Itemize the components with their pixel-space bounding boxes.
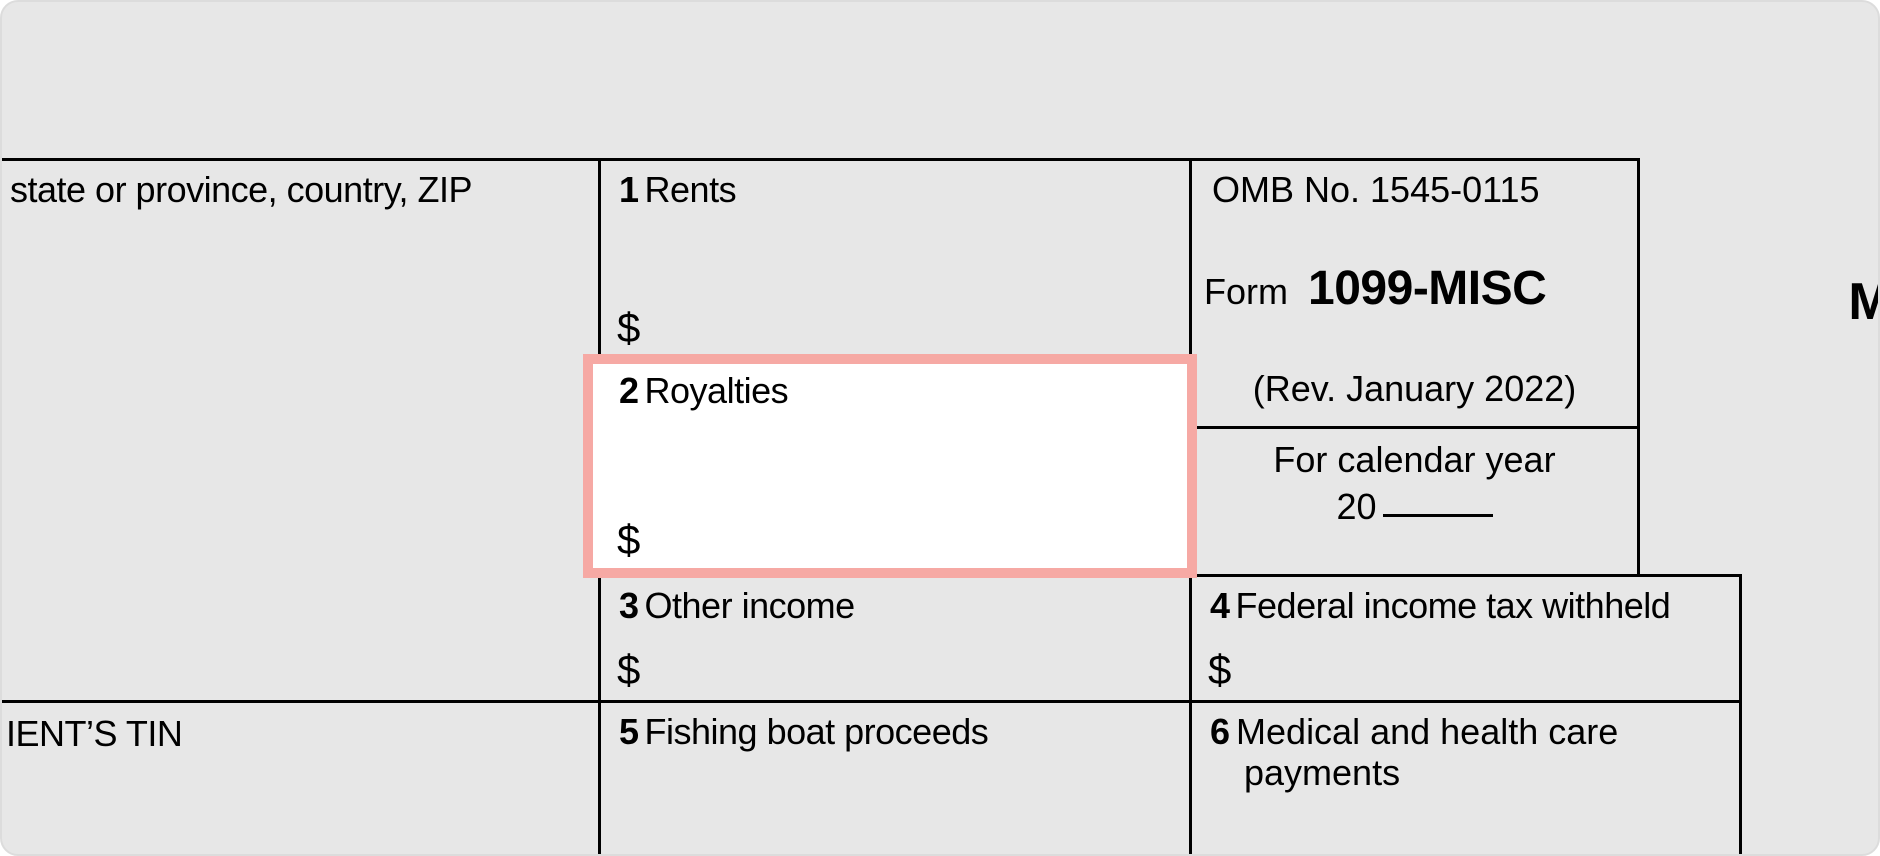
box-1-number: 1: [619, 169, 639, 210]
calendar-year-label: For calendar year: [1273, 439, 1555, 480]
revision-text: (Rev. January 2022): [1192, 368, 1637, 410]
box-4-dollar: $: [1208, 646, 1231, 694]
box-6-label: 6Medical and health care payments: [1210, 711, 1618, 794]
revision-cell: (Rev. January 2022): [1189, 358, 1640, 426]
box-1-rents: 1Rents $: [598, 158, 1189, 358]
box-3-dollar: $: [617, 646, 640, 694]
box-2-dollar: $: [617, 516, 640, 564]
box-5-text: Fishing boat proceeds: [645, 711, 989, 752]
calendar-year-cell: For calendar year 20: [1189, 426, 1640, 574]
box-4-text: Federal income tax withheld: [1236, 585, 1671, 626]
title-fragment-line2: I: [1772, 333, 1880, 393]
box-2-number: 2: [619, 370, 639, 411]
omb-number: OMB No. 1545-0115: [1212, 169, 1540, 211]
box-2-royalties-highlight: 2Royalties $: [583, 354, 1197, 578]
box-6-text-line1: Medical and health care: [1236, 711, 1618, 752]
calendar-year-prefix: 20: [1336, 484, 1376, 531]
omb-form-cell: OMB No. 1545-0115 Form 1099-MISC: [1189, 158, 1640, 358]
box-4-fed-tax-withheld: 4Federal income tax withheld $: [1189, 574, 1742, 700]
payer-address-cell: state or province, country, ZIP: [2, 158, 598, 700]
box-5-label: 5Fishing boat proceeds: [619, 711, 988, 752]
box-1-text: Rents: [645, 169, 737, 210]
box-3-label: 3Other income: [619, 585, 855, 626]
box-3-other-income: 3Other income $: [598, 574, 1189, 700]
box-2-label: 2Royalties: [619, 370, 788, 411]
box-1-dollar: $: [617, 304, 640, 352]
form-number-line: Form 1099-MISC: [1204, 261, 1546, 316]
box-6-medical: 6Medical and health care payments: [1189, 700, 1742, 856]
form-number: 1099-MISC: [1308, 262, 1546, 315]
form-word: Form: [1204, 271, 1288, 312]
box-6-text-line2: payments: [1244, 752, 1618, 793]
box-6-number: 6: [1210, 711, 1230, 752]
recipient-tin-fragment: IENT’S TIN: [6, 713, 182, 755]
box-4-number: 4: [1210, 585, 1230, 626]
form-1099-misc-fragment: state or province, country, ZIP 1Rents $…: [2, 158, 1880, 856]
box-5-number: 5: [619, 711, 639, 752]
title-fragment-line1: Mis: [1772, 273, 1880, 333]
payer-address-fragment: state or province, country, ZIP: [10, 169, 472, 211]
recipient-tin-cell: IENT’S TIN: [2, 700, 598, 856]
box-3-text: Other income: [645, 585, 855, 626]
box-1-label: 1Rents: [619, 169, 736, 210]
form-card: state or province, country, ZIP 1Rents $…: [0, 0, 1880, 856]
box-2-text: Royalties: [645, 370, 789, 411]
box-5-fishing: 5Fishing boat proceeds: [598, 700, 1189, 856]
title-fragment: Mis I: [1772, 273, 1880, 393]
calendar-year-blank[interactable]: [1383, 514, 1493, 517]
calendar-year-block: For calendar year 20: [1192, 437, 1637, 531]
box-4-label: 4Federal income tax withheld: [1210, 585, 1670, 626]
box-3-number: 3: [619, 585, 639, 626]
